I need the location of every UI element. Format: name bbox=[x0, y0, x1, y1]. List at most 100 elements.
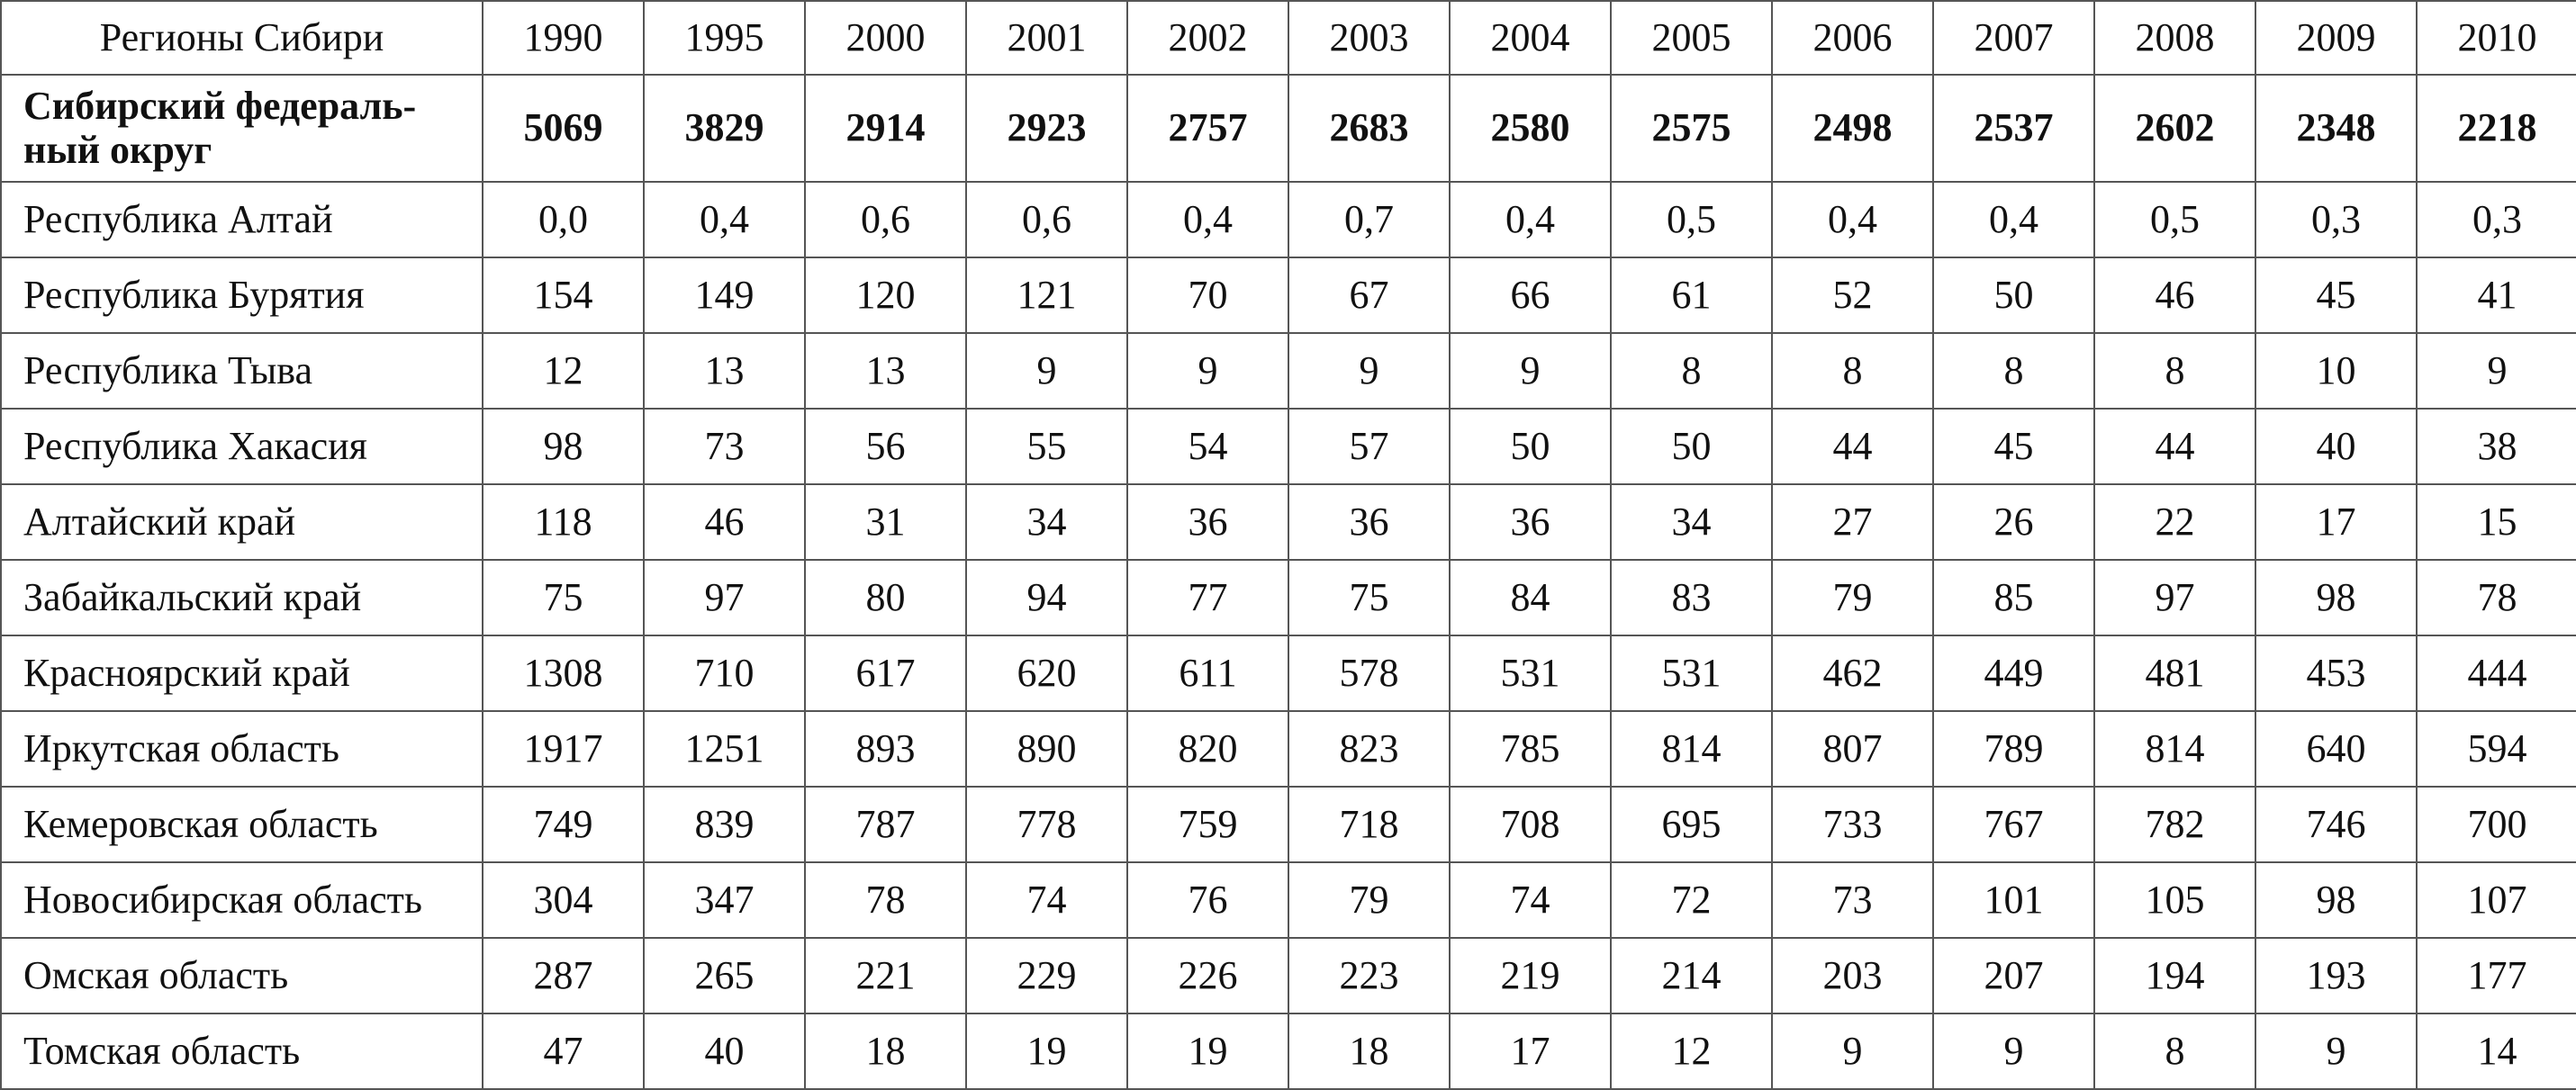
value-cell: 203 bbox=[1771, 937, 1934, 1014]
table-row: Забайкальский край 75 97 80 94 77 75 84 83 79 85 97… bbox=[0, 559, 2576, 636]
value-cell: 890 bbox=[965, 710, 1128, 788]
value-cell: 287 bbox=[482, 937, 645, 1014]
value-cell: 9 bbox=[1932, 1013, 2095, 1090]
value-cell: 0,5 bbox=[1610, 181, 1773, 258]
value-cell: 36 bbox=[1449, 483, 1612, 561]
value-cell: 0,0 bbox=[482, 181, 645, 258]
region-cell: Республика Хакасия bbox=[0, 408, 484, 485]
value-cell: 50 bbox=[1610, 408, 1773, 485]
value-cell: 15 bbox=[2416, 483, 2576, 561]
value-cell: 50 bbox=[1449, 408, 1612, 485]
value-cell: 36 bbox=[1126, 483, 1289, 561]
value-cell: 767 bbox=[1932, 786, 2095, 863]
region-cell: Сибирский федераль- ный округ bbox=[0, 74, 484, 183]
header-cell: 2001 bbox=[965, 0, 1128, 76]
value-cell: 44 bbox=[2093, 408, 2256, 485]
value-cell: 75 bbox=[482, 559, 645, 636]
value-cell: 193 bbox=[2255, 937, 2418, 1014]
value-cell: 0,4 bbox=[643, 181, 806, 258]
value-cell: 787 bbox=[804, 786, 967, 863]
value-cell: 214 bbox=[1610, 937, 1773, 1014]
value-cell: 0,3 bbox=[2255, 181, 2418, 258]
value-cell: 710 bbox=[643, 635, 806, 712]
value-cell: 8 bbox=[1610, 332, 1773, 410]
value-cell: 620 bbox=[965, 635, 1128, 712]
header-cell: 2005 bbox=[1610, 0, 1773, 76]
value-cell: 74 bbox=[1449, 861, 1612, 939]
value-cell: 2348 bbox=[2255, 74, 2418, 183]
header-cell: 1990 bbox=[482, 0, 645, 76]
value-cell: 72 bbox=[1610, 861, 1773, 939]
value-cell: 79 bbox=[1771, 559, 1934, 636]
value-cell: 708 bbox=[1449, 786, 1612, 863]
value-cell: 695 bbox=[1610, 786, 1773, 863]
value-cell: 304 bbox=[482, 861, 645, 939]
value-cell: 347 bbox=[643, 861, 806, 939]
value-cell: 46 bbox=[643, 483, 806, 561]
value-cell: 617 bbox=[804, 635, 967, 712]
value-cell: 80 bbox=[804, 559, 967, 636]
region-cell: Забайкальский край bbox=[0, 559, 484, 636]
header-cell: 2006 bbox=[1771, 0, 1934, 76]
value-cell: 67 bbox=[1288, 257, 1451, 334]
header-cell: 2007 bbox=[1932, 0, 2095, 76]
table-row: Республика Алтай 0,0 0,4 0,6 0,6 0,4 0,7 0,4 0,5… bbox=[0, 181, 2576, 258]
value-cell: 13 bbox=[804, 332, 967, 410]
value-cell: 14 bbox=[2416, 1013, 2576, 1090]
table-row: Алтайский край 118 46 31 34 36 36 36 34 27 26 22 17 1… bbox=[0, 483, 2576, 561]
value-cell: 265 bbox=[643, 937, 806, 1014]
value-cell: 36 bbox=[1288, 483, 1451, 561]
value-cell: 46 bbox=[2093, 257, 2256, 334]
value-cell: 9 bbox=[2255, 1013, 2418, 1090]
region-cell: Республика Алтай bbox=[0, 181, 484, 258]
value-cell: 19 bbox=[1126, 1013, 1289, 1090]
value-cell: 0,4 bbox=[1126, 181, 1289, 258]
value-cell: 73 bbox=[1771, 861, 1934, 939]
value-cell: 76 bbox=[1126, 861, 1289, 939]
value-cell: 78 bbox=[2416, 559, 2576, 636]
value-cell: 0,3 bbox=[2416, 181, 2576, 258]
value-cell: 3829 bbox=[643, 74, 806, 183]
table-row: Республика Хакасия 98 73 56 55 54 57 50 50 44 45 44… bbox=[0, 408, 2576, 485]
value-cell: 40 bbox=[2255, 408, 2418, 485]
value-cell: 9 bbox=[2416, 332, 2576, 410]
value-cell: 45 bbox=[2255, 257, 2418, 334]
value-cell: 2683 bbox=[1288, 74, 1451, 183]
value-cell: 749 bbox=[482, 786, 645, 863]
header-cell: 2003 bbox=[1288, 0, 1451, 76]
value-cell: 66 bbox=[1449, 257, 1612, 334]
value-cell: 789 bbox=[1932, 710, 2095, 788]
value-cell: 223 bbox=[1288, 937, 1451, 1014]
value-cell: 453 bbox=[2255, 635, 2418, 712]
value-cell: 98 bbox=[2255, 559, 2418, 636]
value-cell: 10 bbox=[2255, 332, 2418, 410]
value-cell: 22 bbox=[2093, 483, 2256, 561]
value-cell: 462 bbox=[1771, 635, 1934, 712]
value-cell: 18 bbox=[804, 1013, 967, 1090]
value-cell: 226 bbox=[1126, 937, 1289, 1014]
value-cell: 79 bbox=[1288, 861, 1451, 939]
value-cell: 70 bbox=[1126, 257, 1289, 334]
table-row: Томская область 47 40 18 19 19 18 17 12 9 9 8 9 14 bbox=[0, 1013, 2576, 1090]
value-cell: 0,6 bbox=[804, 181, 967, 258]
header-cell: 2000 bbox=[804, 0, 967, 76]
value-cell: 98 bbox=[2255, 861, 2418, 939]
value-cell: 34 bbox=[1610, 483, 1773, 561]
value-cell: 56 bbox=[804, 408, 967, 485]
value-cell: 782 bbox=[2093, 786, 2256, 863]
value-cell: 0,4 bbox=[1932, 181, 2095, 258]
value-cell: 8 bbox=[2093, 1013, 2256, 1090]
value-cell: 17 bbox=[2255, 483, 2418, 561]
value-cell: 98 bbox=[482, 408, 645, 485]
value-cell: 34 bbox=[965, 483, 1128, 561]
region-cell: Иркутская область bbox=[0, 710, 484, 788]
value-cell: 97 bbox=[2093, 559, 2256, 636]
table-row: Кемеровская область 749 839 787 778 759 718 708… bbox=[0, 786, 2576, 863]
table-row: Республика Бурятия 154 149 120 121 70 67 66 61 52… bbox=[0, 257, 2576, 334]
value-cell: 45 bbox=[1932, 408, 2095, 485]
value-cell: 121 bbox=[965, 257, 1128, 334]
value-cell: 9 bbox=[1449, 332, 1612, 410]
